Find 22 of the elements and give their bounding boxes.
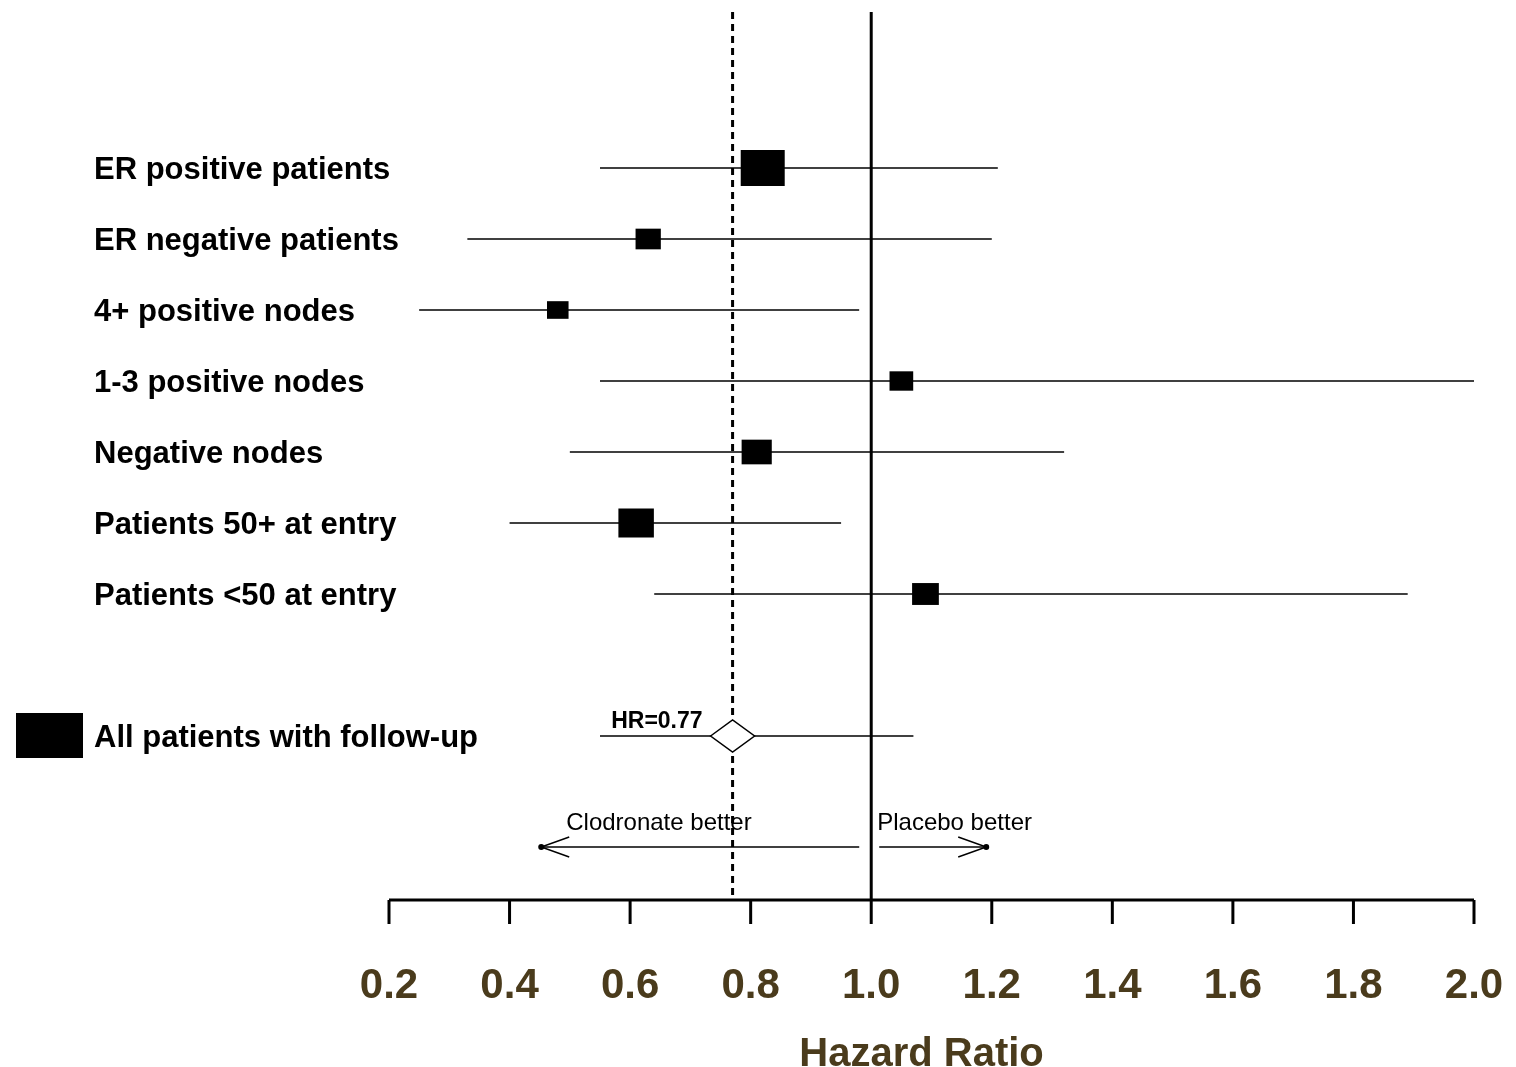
x-tick-label: 0.6 (600, 960, 660, 1007)
text: Clodronate better (566, 808, 752, 835)
y-tick-label: Patients 50+ at entry (94, 506, 398, 541)
y-tick-label: ER negative patients (94, 222, 399, 257)
y-tick-label: Negative nodes (94, 435, 324, 470)
y-tick-label: 1-3 positive nodes (94, 364, 365, 399)
x-tick-label: 2.0 (1444, 960, 1504, 1007)
x-tick-label: 1.2 (962, 960, 1021, 1007)
text: Placebo better (877, 808, 1032, 835)
y-tick-label: All patients with follow-up (94, 719, 479, 754)
x-tick-label: 1.8 (1324, 960, 1383, 1007)
x-tick-label: 1.4 (1083, 960, 1143, 1007)
x-tick-label: 1.6 (1203, 960, 1263, 1007)
y-tick-label: Patients <50 at entry (94, 577, 398, 612)
y-tick-label: 4+ positive nodes (94, 293, 356, 328)
annotation: HR=0.77 (611, 707, 703, 733)
x-axis-title: Hazard Ratio (799, 1030, 1044, 1067)
y-tick-label: ER positive patients (94, 151, 391, 186)
x-tick-label: 0.4 (480, 960, 540, 1007)
x-tick-label: 1.0 (842, 960, 901, 1007)
x-tick-label: 0.8 (721, 960, 780, 1007)
x-tick-label: 0.2 (359, 960, 419, 1007)
